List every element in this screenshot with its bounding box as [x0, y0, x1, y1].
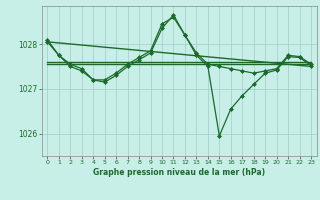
X-axis label: Graphe pression niveau de la mer (hPa): Graphe pression niveau de la mer (hPa): [93, 168, 265, 177]
